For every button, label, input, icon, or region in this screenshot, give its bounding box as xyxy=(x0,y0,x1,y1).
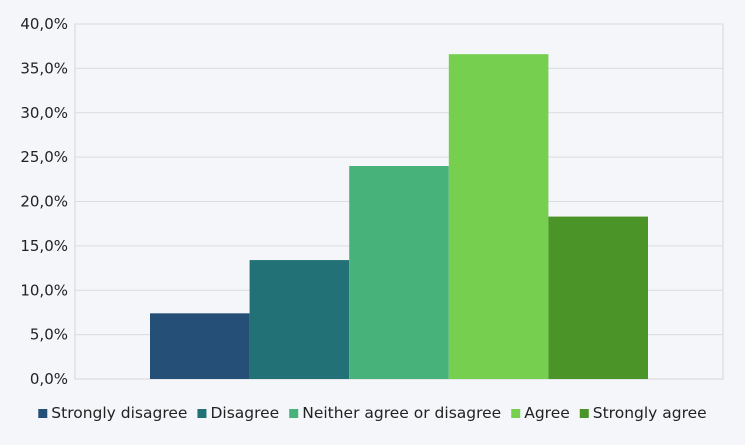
legend: Strongly disagree Disagree Neither agree o… xyxy=(38,404,707,422)
legend-item: Disagree xyxy=(197,404,279,422)
legend-label: Agree xyxy=(524,404,570,422)
y-tick-label: 30,0% xyxy=(20,104,68,122)
y-tick-label: 35,0% xyxy=(20,59,68,77)
legend-label: Strongly agree xyxy=(593,404,707,422)
legend-item: Strongly agree xyxy=(579,404,707,422)
y-tick-label: 15,0% xyxy=(20,237,68,255)
y-tick-label: 20,0% xyxy=(20,193,68,211)
bar-neither-agree-or-disagree xyxy=(349,166,449,379)
bar-strongly-agree xyxy=(548,216,648,379)
bar-disagree xyxy=(249,260,350,379)
legend-label: Strongly disagree xyxy=(51,404,187,422)
legend-swatch xyxy=(289,409,299,418)
legend-swatch xyxy=(511,409,521,418)
y-tick-label: 5,0% xyxy=(30,326,68,344)
bar-strongly-disagree xyxy=(150,313,250,379)
legend-item: Strongly disagree xyxy=(38,404,187,422)
y-tick-label: 0,0% xyxy=(30,370,68,388)
legend-swatch xyxy=(579,409,589,418)
legend-label: Neither agree or disagree xyxy=(302,404,501,422)
y-tick-label: 40,0% xyxy=(20,15,68,33)
legend-swatch xyxy=(38,409,48,418)
y-tick-label: 10,0% xyxy=(20,281,68,299)
legend-item: Agree xyxy=(511,404,570,422)
y-axis-ticks: 0,0% 5,0% 10,0% 15,0% 20,0% 25,0% 30,0% 35,0% 40… xyxy=(20,15,68,388)
legend-item: Neither agree or disagree xyxy=(289,404,501,422)
legend-label: Disagree xyxy=(210,404,279,422)
bars xyxy=(150,54,648,380)
bar-agree xyxy=(448,54,549,380)
legend-swatch xyxy=(197,409,207,418)
y-tick-label: 25,0% xyxy=(20,148,68,166)
